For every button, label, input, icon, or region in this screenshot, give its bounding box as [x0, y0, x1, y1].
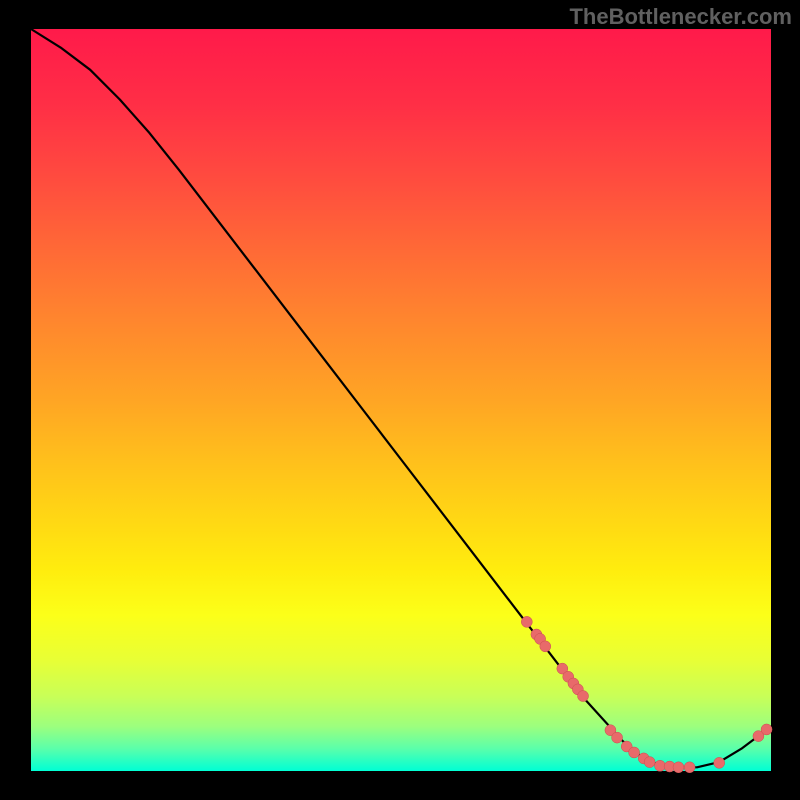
data-point: [521, 616, 532, 627]
data-point: [655, 760, 666, 771]
data-point: [761, 724, 772, 735]
data-point: [714, 757, 725, 768]
data-point: [673, 762, 684, 773]
data-point: [612, 732, 623, 743]
data-point: [578, 691, 589, 702]
chart-stage: TheBottlenecker.com: [0, 0, 800, 800]
data-point: [540, 641, 551, 652]
data-point: [629, 747, 640, 758]
bottleneck-curve-chart: [0, 0, 800, 800]
data-point: [644, 757, 655, 768]
plot-background: [31, 29, 771, 771]
watermark-text: TheBottlenecker.com: [569, 4, 792, 30]
data-point: [684, 762, 695, 773]
